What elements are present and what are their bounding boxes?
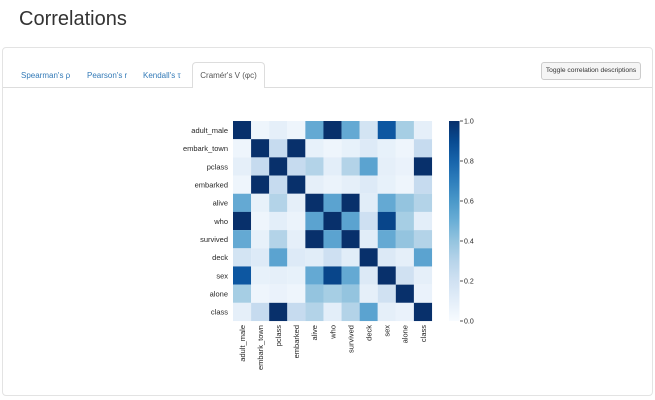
svg-text:adult_male: adult_male bbox=[191, 126, 228, 135]
svg-text:0.2: 0.2 bbox=[464, 279, 474, 286]
svg-text:alone: alone bbox=[210, 290, 228, 299]
svg-text:alone: alone bbox=[401, 325, 410, 343]
svg-text:sex: sex bbox=[383, 325, 392, 337]
svg-text:1.0: 1.0 bbox=[464, 119, 474, 126]
svg-text:alive: alive bbox=[310, 325, 319, 340]
svg-text:pclass: pclass bbox=[274, 325, 283, 347]
svg-text:0.8: 0.8 bbox=[464, 159, 474, 166]
svg-text:adult_male: adult_male bbox=[238, 325, 247, 362]
svg-text:sex: sex bbox=[216, 271, 228, 280]
svg-text:0.0: 0.0 bbox=[464, 319, 474, 326]
svg-text:class: class bbox=[419, 325, 428, 342]
svg-text:embarked: embarked bbox=[292, 325, 301, 358]
svg-text:embark_town: embark_town bbox=[183, 144, 228, 153]
svg-text:deck: deck bbox=[212, 253, 228, 262]
svg-text:who: who bbox=[328, 325, 337, 340]
svg-text:class: class bbox=[211, 308, 228, 317]
svg-text:who: who bbox=[213, 217, 228, 226]
svg-text:alive: alive bbox=[213, 199, 228, 208]
svg-text:survived: survived bbox=[346, 325, 355, 353]
svg-text:0.4: 0.4 bbox=[464, 239, 474, 246]
svg-text:embark_town: embark_town bbox=[256, 325, 265, 370]
svg-text:pclass: pclass bbox=[207, 162, 229, 171]
svg-text:embarked: embarked bbox=[195, 180, 228, 189]
svg-text:survived: survived bbox=[200, 235, 228, 244]
svg-text:deck: deck bbox=[365, 325, 374, 341]
svg-text:0.6: 0.6 bbox=[464, 199, 474, 206]
